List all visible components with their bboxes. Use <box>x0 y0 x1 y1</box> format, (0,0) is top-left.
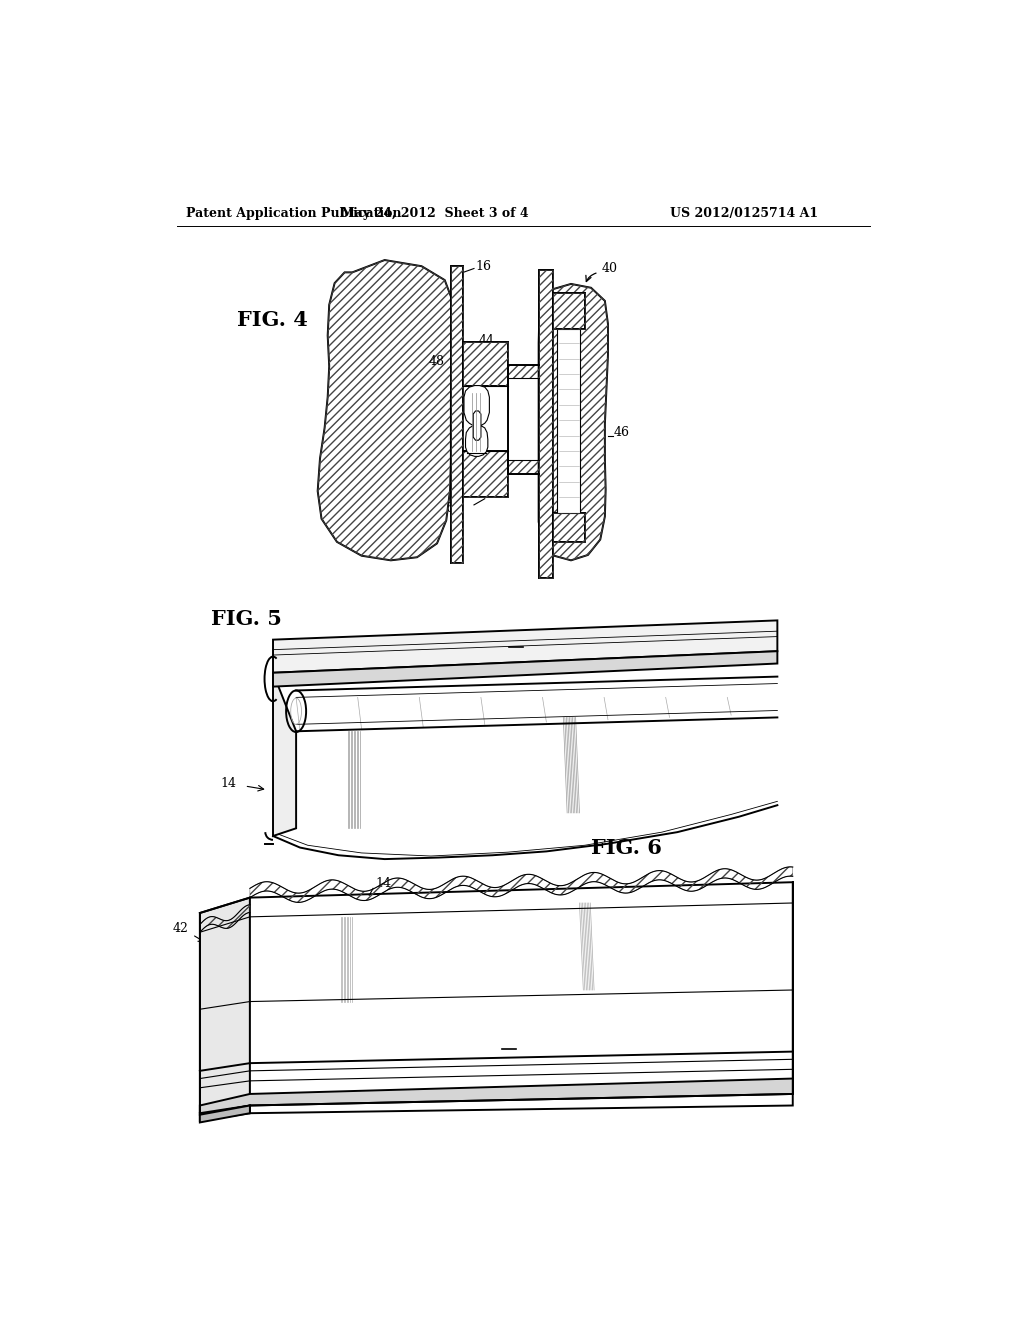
Bar <box>463 451 508 498</box>
Text: 52: 52 <box>506 634 525 647</box>
Bar <box>539 271 553 578</box>
Bar <box>463 342 508 385</box>
Text: 14: 14 <box>376 878 391 890</box>
Text: 42: 42 <box>172 921 188 935</box>
Bar <box>508 364 539 378</box>
Bar <box>451 267 463 562</box>
Bar <box>539 271 553 578</box>
Bar <box>553 293 585 330</box>
Polygon shape <box>539 284 608 561</box>
Text: 16: 16 <box>475 260 492 273</box>
Text: Patent Application Publication: Patent Application Publication <box>186 207 401 220</box>
Text: 44: 44 <box>478 334 495 347</box>
Text: May 24, 2012  Sheet 3 of 4: May 24, 2012 Sheet 3 of 4 <box>341 207 528 220</box>
Text: FIG. 5: FIG. 5 <box>211 609 283 628</box>
Bar <box>553 512 585 543</box>
Bar <box>508 461 539 474</box>
Polygon shape <box>464 385 489 425</box>
Polygon shape <box>200 898 250 1121</box>
Text: 54: 54 <box>498 1035 517 1049</box>
Text: 14: 14 <box>565 298 581 312</box>
Text: 14: 14 <box>221 777 237 791</box>
Text: FIG. 6: FIG. 6 <box>591 838 662 858</box>
Bar <box>463 342 508 385</box>
Bar <box>553 512 585 543</box>
Bar <box>553 293 585 330</box>
Text: FIG. 4: FIG. 4 <box>237 310 307 330</box>
Polygon shape <box>200 1106 250 1122</box>
Polygon shape <box>273 651 777 686</box>
Polygon shape <box>273 673 296 836</box>
Text: 46: 46 <box>614 426 630 440</box>
Bar <box>557 330 581 512</box>
Text: 40: 40 <box>602 261 617 275</box>
Polygon shape <box>250 882 793 1113</box>
Polygon shape <box>466 425 487 457</box>
Text: US 2012/0125714 A1: US 2012/0125714 A1 <box>670 207 818 220</box>
Bar <box>451 267 463 562</box>
Text: 48: 48 <box>429 355 444 368</box>
Polygon shape <box>200 1078 793 1114</box>
Polygon shape <box>317 260 456 561</box>
Text: 50: 50 <box>447 502 463 515</box>
Bar <box>463 451 508 498</box>
Polygon shape <box>273 620 777 673</box>
